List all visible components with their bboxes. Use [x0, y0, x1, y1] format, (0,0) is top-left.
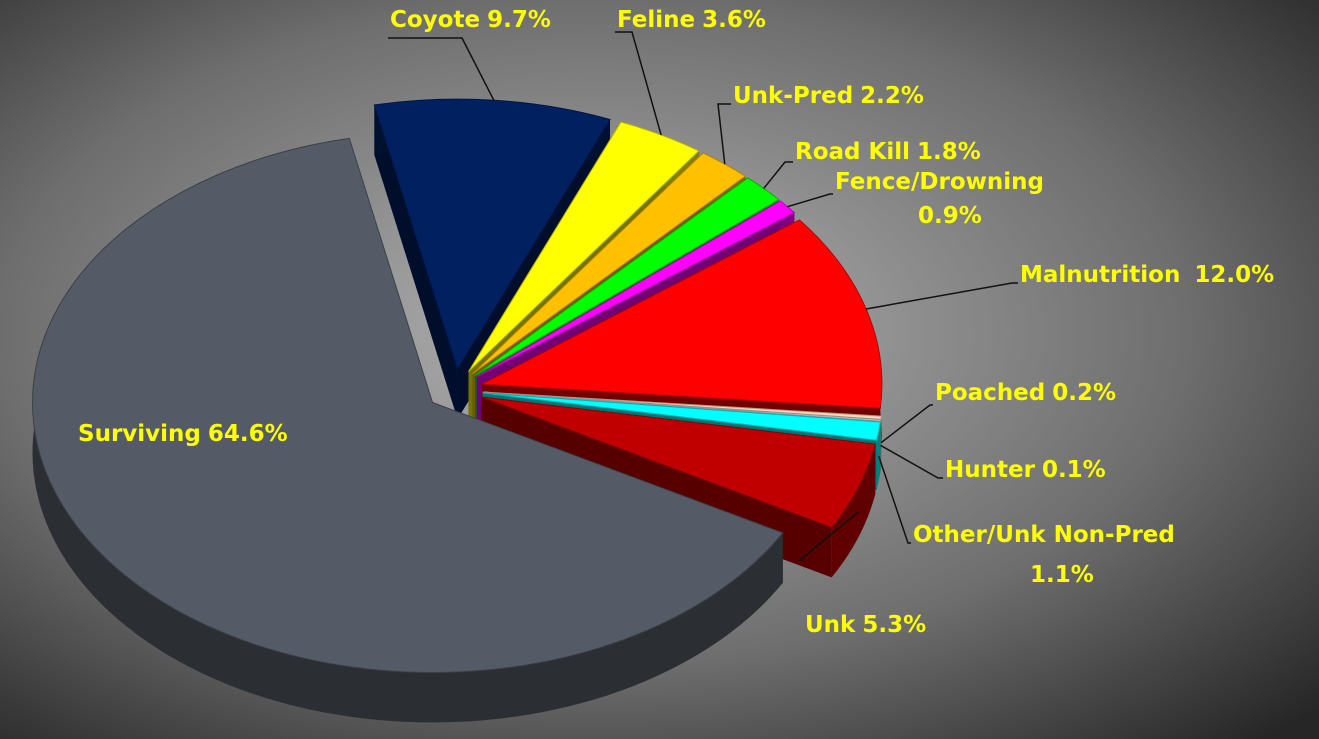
value-label: 5.3%	[862, 612, 926, 638]
value-label: 12.0%	[1194, 262, 1274, 288]
data-label: Hunter 0.1%	[945, 457, 1106, 483]
slice	[482, 392, 881, 441]
slice	[481, 396, 876, 528]
labels: Coyote 9.7% Feline 3.6% Unk-Pred 2.2% Road Kil…	[78, 7, 1274, 638]
data-label: Poached 0.2%	[935, 380, 1116, 406]
leader-line	[877, 455, 911, 544]
value-label: 2.2%	[860, 83, 924, 109]
leader-line	[787, 193, 833, 208]
category-label: Malnutrition	[1020, 262, 1180, 288]
category-label: Road Kill	[795, 139, 910, 165]
data-label: Feline 3.6%	[617, 7, 766, 33]
slice	[476, 200, 796, 378]
category-label: Feline	[617, 7, 695, 33]
category-label: Fence/Drowning	[835, 169, 1044, 195]
data-label: Coyote 9.7%	[390, 7, 551, 33]
category-label: Unk	[805, 612, 856, 638]
value-label: 1.1%	[1030, 562, 1094, 588]
slice	[474, 177, 780, 376]
slice	[482, 391, 882, 422]
data-label: Road Kill 1.8%	[795, 139, 981, 165]
data-label: Fence/Drowning 0.9%	[835, 169, 1044, 229]
category-label: Surviving	[78, 421, 201, 447]
category-label: Poached	[935, 380, 1045, 406]
leader-line	[880, 444, 943, 479]
data-label: Malnutrition 12.0%	[1020, 262, 1274, 288]
value-label: 64.6%	[208, 421, 288, 447]
data-label: Other/Unk Non-Pred 1.1%	[913, 522, 1175, 588]
data-label: Surviving 64.6%	[78, 421, 288, 447]
leader-line	[717, 103, 731, 165]
leader-line	[880, 404, 933, 444]
slices	[32, 98, 883, 673]
category-label: Coyote	[390, 7, 480, 33]
value-label: 0.1%	[1042, 457, 1106, 483]
value-label: 0.2%	[1052, 380, 1116, 406]
leader-line	[615, 31, 662, 136]
leader-line	[797, 511, 859, 561]
slice-side	[876, 422, 881, 491]
slice-side	[831, 444, 876, 578]
leader-line	[865, 282, 1018, 310]
value-label: 3.6%	[702, 7, 766, 33]
leader-line	[388, 37, 495, 101]
value-label: 0.9%	[918, 203, 982, 229]
value-label: 1.8%	[917, 139, 981, 165]
category-label: Other/Unk Non-Pred	[913, 522, 1175, 548]
category-label: Hunter	[945, 457, 1036, 483]
slice-wall	[374, 104, 458, 420]
data-label: Unk-Pred 2.2%	[733, 83, 924, 109]
category-label: Unk-Pred	[733, 83, 853, 109]
slice	[32, 137, 784, 673]
slice	[373, 98, 611, 371]
leader-line	[763, 161, 793, 189]
value-label: 9.7%	[487, 7, 551, 33]
data-label: Unk 5.3%	[805, 612, 926, 638]
